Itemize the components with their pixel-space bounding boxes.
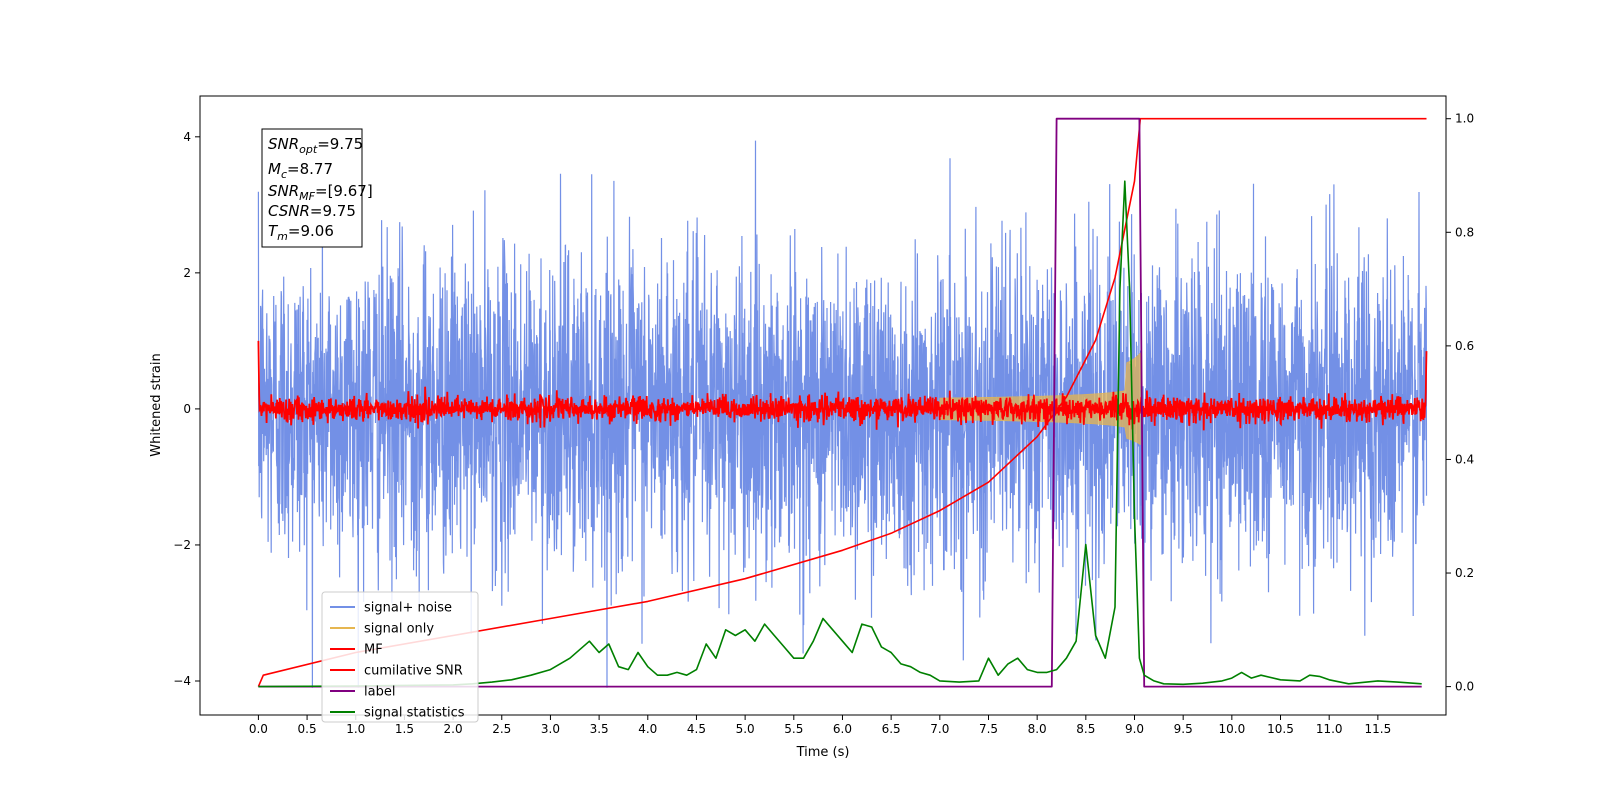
y-tick-label: 0 [183, 402, 191, 416]
y-tick-label: −4 [173, 674, 191, 688]
x-tick-label: 2.0 [444, 722, 463, 736]
legend-label: MF [364, 643, 383, 658]
x-tick-label: 6.0 [833, 722, 852, 736]
x-tick-label: 9.0 [1125, 722, 1144, 736]
x-tick-label: 10.5 [1267, 722, 1294, 736]
x-tick-label: 9.5 [1174, 722, 1193, 736]
y-axis-left: 4 2 0 −2 −4 [173, 130, 200, 688]
annotation-frame [261, 128, 363, 248]
series-signal-statistics [258, 180, 1422, 688]
legend-label: signal only [364, 622, 434, 637]
annotation-csnr: CSNR=9.75 [268, 202, 356, 220]
y2-tick-label: 0.0 [1455, 680, 1474, 694]
x-tick-label: 3.0 [541, 722, 560, 736]
x-tick-label: 6.5 [882, 722, 901, 736]
x-tick-label: 4.0 [638, 722, 657, 736]
y2-tick-label: 0.4 [1455, 452, 1474, 466]
x-tick-label: 0.0 [249, 722, 268, 736]
x-tick-label: 0.5 [298, 722, 317, 736]
annotation-mc: Mc=8.77 [268, 160, 333, 181]
y-tick-label: 4 [183, 130, 191, 144]
y2-tick-label: 1.0 [1455, 112, 1474, 126]
legend-label: cumilative SNR [364, 664, 463, 679]
annotation-box: SNRopt=9.75 Mc=8.77 SNRMF=[9.67] CSNR=9.… [261, 128, 373, 248]
legend: signal+ noise signal only MF cumilative SNR… [321, 591, 479, 723]
annotation-tm: Tm=9.06 [268, 222, 334, 243]
annotation-snr-opt: SNRopt=9.75 [268, 135, 363, 156]
x-tick-label: 1.5 [395, 722, 414, 736]
series-mf [257, 340, 1428, 431]
legend-frame [321, 591, 479, 723]
x-axis-label: Time (s) [796, 745, 850, 760]
annotation-snr-mf: SNRMF=[9.67] [268, 182, 373, 203]
legend-label: signal statistics [364, 706, 465, 721]
x-tick-label: 11.0 [1316, 722, 1343, 736]
plot-frame [199, 95, 1447, 716]
x-tick-label: 5.0 [736, 722, 755, 736]
x-tick-label: 10.0 [1218, 722, 1245, 736]
y2-tick-label: 0.6 [1455, 339, 1474, 353]
y2-tick-label: 0.2 [1455, 566, 1474, 580]
y-tick-label: −2 [173, 538, 191, 552]
x-tick-label: 4.5 [687, 722, 706, 736]
series-label [258, 117, 1422, 688]
y-tick-label: 2 [183, 266, 191, 280]
x-tick-label: 8.5 [1076, 722, 1095, 736]
series-signal-only [939, 352, 1141, 446]
series-signal-plus-noise [257, 140, 1428, 688]
x-tick-label: 7.0 [930, 722, 949, 736]
x-axis: 0.0 0.5 1.0 1.5 2.0 2.5 3.0 3.5 4.0 4.5 5.0 5.5 6.0 6… [249, 715, 1391, 736]
x-tick-label: 11.5 [1365, 722, 1392, 736]
legend-label: signal+ noise [364, 601, 452, 616]
x-tick-label: 7.5 [979, 722, 998, 736]
x-tick-label: 2.5 [492, 722, 511, 736]
legend-label: label [364, 685, 395, 700]
x-tick-label: 5.5 [784, 722, 803, 736]
x-tick-label: 1.0 [346, 722, 365, 736]
x-tick-label: 3.5 [590, 722, 609, 736]
y-axis-label: Whitened strain [149, 353, 164, 456]
y2-tick-label: 0.8 [1455, 225, 1474, 239]
y-axis-right: 1.0 0.8 0.6 0.4 0.2 0.0 [1446, 112, 1474, 694]
x-tick-label: 8.0 [1028, 722, 1047, 736]
series-layer [257, 117, 1428, 688]
